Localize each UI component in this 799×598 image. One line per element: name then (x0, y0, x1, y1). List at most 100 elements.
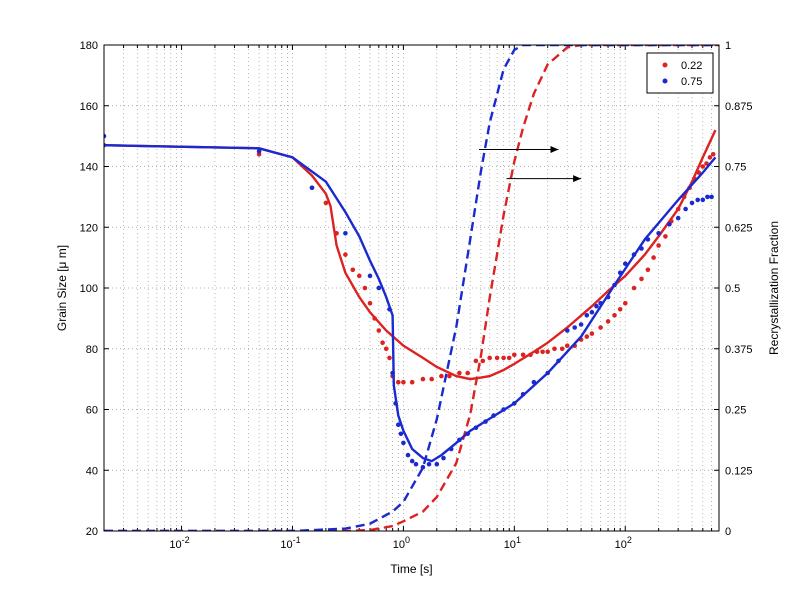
y-left-tick-label: 180 (80, 40, 98, 52)
y-right-tick-label: 1 (725, 40, 731, 52)
measured-point (565, 328, 570, 333)
measured-point (520, 392, 526, 397)
y-axis-left-label: Grain Size [μ m] (55, 245, 69, 331)
measured-point (501, 407, 506, 412)
measured-point (334, 231, 339, 236)
arrow-head (573, 175, 582, 183)
measured-point (545, 370, 550, 376)
y-left-tick-label: 160 (80, 101, 98, 113)
measured-point (700, 164, 706, 169)
measured-point (617, 307, 623, 312)
measured-point (401, 379, 406, 385)
measured-point (605, 294, 611, 300)
measured-point (617, 270, 623, 276)
measured-point (584, 313, 590, 318)
measured-point (612, 313, 617, 318)
grid-lines (104, 45, 719, 531)
arrow-head (550, 145, 559, 153)
measured-point (710, 152, 716, 157)
measured-point (457, 437, 462, 443)
measured-point (598, 325, 603, 330)
legend-label: 0.22 (681, 60, 702, 72)
measured-point (323, 200, 329, 206)
measured-point (441, 455, 446, 461)
measured-point (420, 376, 426, 382)
measured-point (343, 252, 348, 257)
measured-point (663, 234, 668, 239)
measured-point (409, 458, 415, 464)
measured-point (656, 243, 661, 248)
x-tick-label: 102 (615, 535, 632, 551)
measured-point (623, 261, 628, 267)
y-left-tick-label: 80 (86, 344, 98, 356)
measured-point (631, 285, 637, 291)
measured-point (623, 300, 628, 306)
legend-marker (662, 78, 668, 84)
y-right-tick-label: 0 (725, 526, 731, 538)
measured-point (705, 194, 710, 200)
measured-point (700, 197, 706, 203)
measured-point (396, 422, 401, 428)
measured-point (387, 355, 392, 361)
measured-point (675, 206, 681, 212)
measured-point (367, 300, 373, 306)
y-right-tick-label: 0.75 (725, 162, 746, 174)
measured-point (483, 419, 488, 424)
measured-point (256, 149, 262, 154)
x-axis-label: Time [s] (390, 562, 432, 576)
measured-point (439, 373, 444, 379)
measured-point (704, 161, 709, 166)
measured-point (409, 379, 415, 385)
measured-point (552, 346, 557, 352)
measured-point (528, 352, 533, 358)
measured-point (512, 401, 517, 406)
recrystallization-fraction-line (104, 45, 719, 531)
measured-point (448, 446, 454, 452)
legend-label: 0.75 (681, 76, 702, 88)
measured-point (667, 221, 672, 227)
measured-point (396, 379, 401, 385)
measured-point (465, 431, 471, 437)
y-right-tick-label: 0.125 (725, 465, 753, 477)
measured-point (376, 285, 382, 291)
measured-point (457, 370, 462, 376)
series-0-75 (104, 45, 719, 531)
measured-point (594, 303, 599, 309)
measured-point (540, 349, 545, 355)
y-right-tick-label: 0.375 (725, 344, 753, 356)
measured-point (501, 355, 506, 361)
measured-point (309, 185, 315, 191)
measured-point (707, 155, 713, 160)
measured-point (512, 352, 517, 358)
measured-point (639, 276, 644, 282)
measured-point (401, 440, 406, 446)
measured-point (413, 461, 419, 467)
measured-point (656, 231, 661, 236)
y-left-tick-label: 40 (86, 465, 98, 477)
annotation-arrows (478, 145, 582, 183)
measured-point (104, 133, 107, 139)
measured-point (584, 334, 590, 339)
measured-point (429, 376, 435, 382)
measured-point (675, 215, 681, 221)
measured-point (357, 273, 362, 279)
measured-point (612, 282, 617, 288)
measured-point (420, 464, 426, 470)
measured-point (689, 200, 695, 206)
x-tick-label: 100 (393, 535, 410, 551)
measured-point (545, 349, 550, 355)
measured-point (367, 273, 373, 279)
measured-point (426, 461, 432, 467)
measured-point (534, 349, 540, 355)
recrystallization-fraction-line (104, 45, 719, 531)
measured-point (559, 346, 565, 352)
measured-point (589, 310, 595, 315)
y-left-tick-label: 140 (80, 162, 98, 174)
measured-point (473, 358, 479, 364)
measured-point (405, 452, 411, 458)
measured-point (350, 267, 356, 273)
legend-box (646, 52, 714, 94)
measured-point (480, 358, 486, 364)
y-right-tick-label: 0.25 (725, 405, 746, 417)
measured-point (487, 355, 493, 361)
